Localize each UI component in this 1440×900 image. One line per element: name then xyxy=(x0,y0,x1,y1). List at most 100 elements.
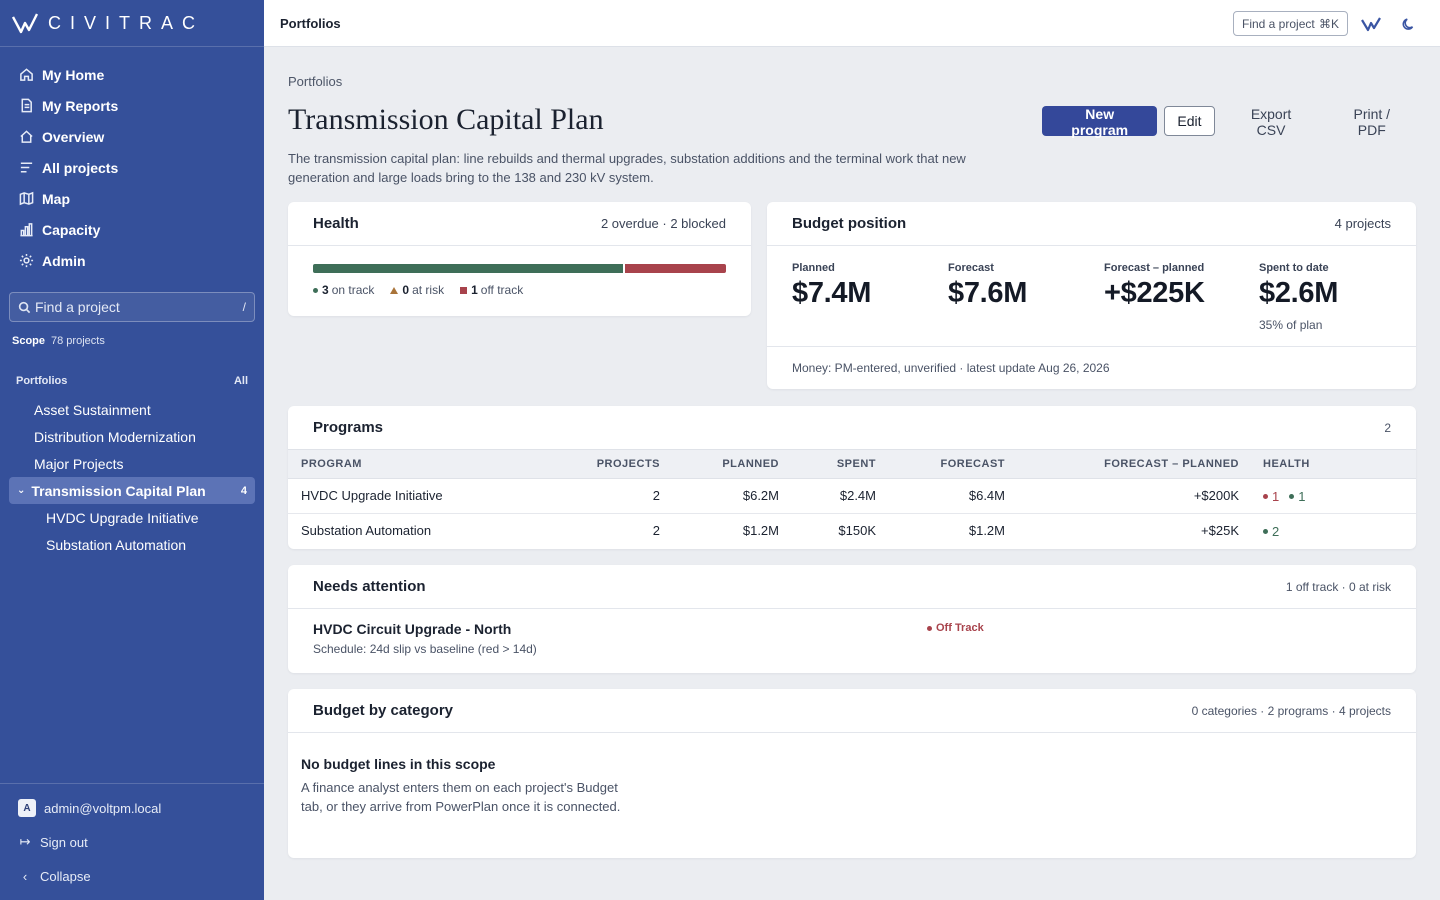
column-header[interactable]: PROGRAM xyxy=(288,450,578,479)
table-row[interactable]: HVDC Upgrade Initiative 2 $6.2M $2.4M $6… xyxy=(288,478,1416,514)
column-header[interactable]: FORECAST – PLANNED xyxy=(1005,450,1239,479)
budget-footnote: Money: PM-entered, unverified · latest u… xyxy=(767,346,1416,375)
collapse-label: Collapse xyxy=(40,868,91,884)
nav-capacity[interactable]: Capacity xyxy=(0,214,264,245)
user-menu[interactable]: A admin@voltpm.local xyxy=(0,791,264,825)
delta-cell: +$25K xyxy=(1201,523,1239,539)
attention-card-header: Needs attention 1 off track · 0 at risk xyxy=(288,565,1416,609)
sidebar-search-input[interactable] xyxy=(35,299,243,315)
health-bar xyxy=(313,264,726,273)
nav-my-reports[interactable]: My Reports xyxy=(0,90,264,121)
kpi-label: Forecast xyxy=(948,262,994,274)
kpi-forecast-minus-planned: Forecast – planned +$225K xyxy=(1104,262,1205,310)
sidebar-search[interactable]: / xyxy=(9,292,255,322)
program-item[interactable]: HVDC Upgrade Initiative xyxy=(46,509,199,526)
nav-my-home[interactable]: My Home xyxy=(0,59,264,90)
planned-cell: $6.2M xyxy=(660,478,779,514)
sign-out-label: Sign out xyxy=(40,834,88,850)
red-dot-icon xyxy=(1263,494,1268,499)
portfolios-heading-label: Portfolios xyxy=(16,375,68,387)
budget-title: Budget position xyxy=(792,215,907,232)
scope-indicator: Scope 78 projects xyxy=(12,335,105,347)
legend-at-risk: 0 at risk xyxy=(390,283,444,297)
programs-card: Programs 2 PROGRAM PROJECTS PLANNED SPEN… xyxy=(288,406,1416,549)
status-badge: Off Track xyxy=(927,622,984,634)
kpi-label: Forecast – planned xyxy=(1104,262,1205,274)
logo[interactable]: CIVITRAC xyxy=(0,0,264,47)
at-risk-triangle-icon xyxy=(390,286,399,294)
top-bar: Portfolios Find a project ⌘K xyxy=(264,0,1440,47)
health-legend: 3 on track 0 at risk 1 off track xyxy=(313,283,539,297)
green-count: 1 xyxy=(1298,489,1306,504)
nav-label: All projects xyxy=(42,159,119,176)
new-program-button[interactable]: New program xyxy=(1042,106,1158,138)
portfolio-item-active[interactable]: ⌄ Transmission Capital Plan 4 xyxy=(9,477,255,504)
document-icon xyxy=(18,98,34,114)
search-shortcut: / xyxy=(242,300,246,314)
at-risk-count: 0 xyxy=(402,283,410,297)
programs-table: PROGRAM PROJECTS PLANNED SPENT FORECAST … xyxy=(288,450,1416,548)
export-csv-button[interactable]: Export CSV xyxy=(1225,106,1318,138)
table-row[interactable]: Substation Automation 2 $1.2M $150K $1.2… xyxy=(288,513,1416,548)
health-card-header: Health 2 overdue · 2 blocked xyxy=(288,202,751,246)
column-header[interactable]: HEALTH xyxy=(1239,450,1416,479)
budget-meta: 4 projects xyxy=(1334,216,1391,231)
programs-count: 2 xyxy=(1384,420,1391,435)
find-project-button[interactable]: Find a project ⌘K xyxy=(1233,11,1348,36)
green-count: 2 xyxy=(1272,524,1280,540)
edit-button[interactable]: Edit xyxy=(1164,106,1215,136)
activity-icon[interactable] xyxy=(1360,13,1382,35)
empty-state-title: No budget lines in this scope xyxy=(301,756,496,772)
program-name[interactable]: Substation Automation xyxy=(301,523,432,539)
scope-value: 78 projects xyxy=(51,335,105,347)
nav-map[interactable]: Map xyxy=(0,183,264,214)
off-track-segment xyxy=(625,264,726,273)
column-header[interactable]: PLANNED xyxy=(660,450,779,479)
attention-title: Needs attention xyxy=(313,578,426,595)
chevron-down-icon[interactable]: ⌄ xyxy=(17,485,26,496)
map-icon xyxy=(18,191,34,207)
kpi-label: Spent to date xyxy=(1259,262,1329,274)
health-indicators: 1 1 xyxy=(1263,489,1305,504)
delta-cell: +$200K xyxy=(1005,478,1239,514)
portfolio-item[interactable]: Major Projects xyxy=(34,455,124,472)
page-title: Transmission Capital Plan xyxy=(288,103,604,136)
planned-cell: $1.2M xyxy=(742,523,779,539)
nav-overview[interactable]: Overview xyxy=(0,121,264,152)
health-card: Health 2 overdue · 2 blocked 3 on track … xyxy=(288,202,751,316)
kpi-value: $7.6M xyxy=(948,277,1028,309)
column-header[interactable]: SPENT xyxy=(779,450,876,479)
portfolio-item[interactable]: Asset Sustainment xyxy=(34,401,151,418)
category-title: Budget by category xyxy=(313,702,454,719)
kpi-planned: Planned $7.4M xyxy=(792,262,871,310)
attention-project-link[interactable]: HVDC Circuit Upgrade - North xyxy=(313,621,512,637)
sign-out-button[interactable]: ↦ Sign out xyxy=(0,825,264,859)
active-portfolio-left: ⌄ Transmission Capital Plan xyxy=(17,483,206,499)
breadcrumb[interactable]: Portfolios xyxy=(288,74,343,89)
sign-out-icon: ↦ xyxy=(19,834,31,849)
avatar: A xyxy=(18,799,36,817)
collapse-button[interactable]: ‹ Collapse xyxy=(0,859,264,893)
search-icon xyxy=(18,301,31,313)
on-track-segment xyxy=(313,264,623,273)
kpi-forecast: Forecast $7.6M xyxy=(948,262,1027,310)
chevron-left-icon: ‹ xyxy=(22,868,28,884)
nav-admin[interactable]: Admin xyxy=(0,245,264,276)
portfolios-heading: Portfolios All xyxy=(16,375,248,387)
programs-card-header: Programs 2 xyxy=(288,406,1416,450)
nav-label: Admin xyxy=(42,252,86,269)
portfolio-item[interactable]: Distribution Modernization xyxy=(34,428,196,445)
print-pdf-button[interactable]: Print / PDF xyxy=(1328,106,1416,138)
off-track-square-icon xyxy=(460,286,468,294)
dark-mode-toggle-icon[interactable] xyxy=(1398,13,1420,35)
program-name[interactable]: HVDC Upgrade Initiative xyxy=(288,478,578,514)
portfolios-all-link[interactable]: All xyxy=(233,375,248,387)
green-dot-icon xyxy=(1263,529,1268,535)
gear-icon xyxy=(18,253,34,269)
active-portfolio-count: 4 xyxy=(240,484,247,497)
nav-label: Capacity xyxy=(42,221,101,238)
column-header[interactable]: PROJECTS xyxy=(578,450,660,479)
program-item[interactable]: Substation Automation xyxy=(46,536,187,553)
nav-all-projects[interactable]: All projects xyxy=(0,152,264,183)
column-header[interactable]: FORECAST xyxy=(876,450,1005,479)
